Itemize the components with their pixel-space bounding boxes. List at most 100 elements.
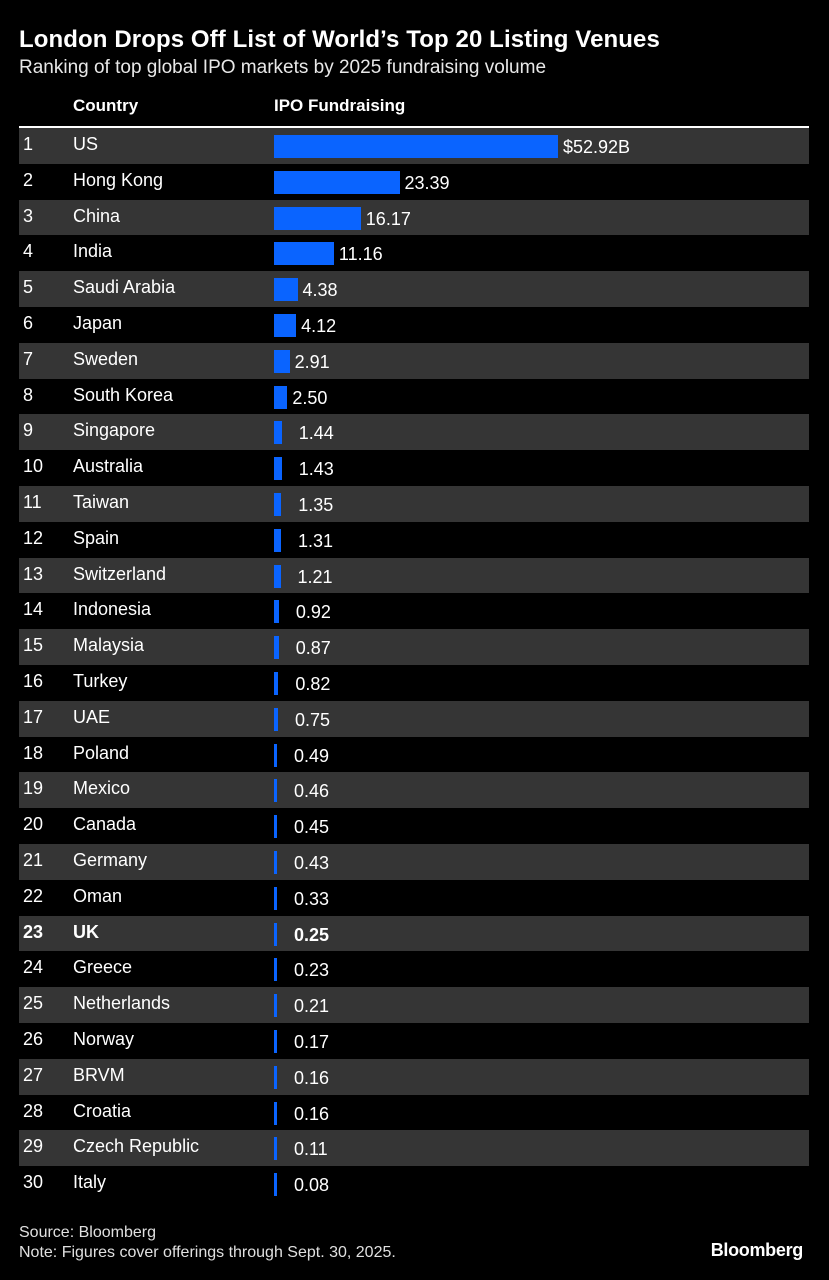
value-label: $52.92B — [563, 137, 631, 157]
bar — [274, 958, 277, 982]
table-row: 11 Taiwan 1.35 — [19, 485, 809, 522]
table-row: 9 Singapore 1.44 — [19, 414, 809, 451]
country-label: Poland — [73, 742, 130, 763]
bar — [274, 421, 282, 445]
country-label: Germany — [73, 849, 148, 870]
country-label: Czech Republic — [73, 1136, 200, 1157]
source-note: Source: Bloomberg — [19, 1224, 156, 1241]
value-label: 1.21 — [297, 566, 333, 587]
table-row: 23 UK 0.25 — [19, 915, 809, 952]
bar — [274, 206, 361, 230]
country-label: Sweden — [73, 348, 139, 369]
bar — [274, 170, 400, 194]
country-label: UAE — [73, 706, 111, 727]
country-label: India — [73, 241, 113, 262]
country-label: Japan — [73, 312, 123, 333]
rank-label: 27 — [23, 1064, 44, 1085]
table-row: 8 South Korea 2.50 — [19, 379, 809, 415]
table-row: 22 Oman 0.33 — [19, 880, 809, 916]
rank-label: 14 — [23, 599, 44, 620]
bar — [274, 528, 281, 552]
rank-label: 4 — [23, 241, 34, 262]
value-label: 0.16 — [294, 1067, 330, 1088]
rank-label: 29 — [23, 1136, 44, 1157]
value-label: 4.12 — [301, 315, 337, 336]
table-row: 1 US $52.92B — [19, 128, 809, 164]
bar — [274, 492, 282, 516]
value-label: 4.38 — [302, 280, 338, 301]
country-label: Indonesia — [73, 599, 152, 620]
table-row: 28 Croatia 0.16 — [19, 1095, 809, 1131]
rank-label: 1 — [23, 134, 34, 154]
value-label: 1.35 — [298, 494, 334, 515]
value-label: 0.11 — [294, 1139, 328, 1160]
bar — [274, 313, 297, 337]
rank-label: 15 — [23, 635, 44, 656]
value-label: 0.45 — [294, 817, 330, 838]
bar — [274, 278, 298, 302]
rank-label: 9 — [23, 420, 34, 441]
table-row: 14 Indonesia 0.92 — [19, 593, 809, 629]
rank-label: 3 — [23, 205, 34, 226]
country-label: Oman — [73, 885, 123, 906]
country-label: Switzerland — [73, 563, 167, 584]
country-label: Australia — [73, 456, 144, 477]
rank-label: 13 — [23, 563, 44, 584]
rank-label: 5 — [23, 277, 34, 298]
country-label: Italy — [73, 1172, 107, 1193]
rank-label: 22 — [23, 885, 44, 906]
country-label: Saudi Arabia — [73, 277, 176, 298]
value-label: 0.25 — [294, 924, 330, 945]
rank-label: 6 — [23, 312, 34, 333]
value-label: 0.43 — [294, 852, 330, 873]
country-label: Greece — [73, 957, 133, 978]
rank-label: 25 — [23, 993, 44, 1014]
bar — [274, 1101, 277, 1125]
bar — [274, 922, 277, 946]
footnote: Note: Figures cover offerings through Se… — [19, 1244, 396, 1261]
bar — [274, 242, 334, 266]
chart-subtitle: Ranking of top global IPO markets by 202… — [19, 57, 547, 78]
bar — [274, 743, 277, 767]
bar — [274, 1173, 277, 1197]
country-label: Malaysia — [73, 635, 145, 656]
value-label: 23.39 — [404, 172, 450, 193]
value-label: 0.49 — [294, 745, 330, 766]
country-label: BRVM — [73, 1064, 125, 1085]
value-label: 16.17 — [365, 208, 411, 229]
country-label: Spain — [73, 527, 120, 548]
value-label: 11.16 — [338, 244, 383, 265]
table-row: 20 Canada 0.45 — [19, 808, 809, 844]
bar — [274, 1029, 277, 1053]
bar — [274, 457, 282, 481]
value-label: 0.87 — [295, 638, 331, 659]
table-row: 5 Saudi Arabia 4.38 — [19, 271, 809, 307]
rank-label: 30 — [23, 1172, 44, 1193]
table-row: 29 Czech Republic 0.11 — [19, 1130, 809, 1167]
bar — [274, 671, 279, 695]
table-row: 10 Australia 1.43 — [19, 450, 809, 486]
value-label: 0.21 — [294, 996, 330, 1017]
value-label: 0.46 — [294, 781, 330, 802]
table-row: 13 Switzerland 1.21 — [19, 557, 809, 594]
bar — [274, 349, 290, 373]
rank-label: 17 — [23, 706, 44, 727]
value-label: 0.75 — [295, 709, 331, 730]
table-row: 27 BRVM 0.16 — [19, 1058, 809, 1095]
table-row: 7 Sweden 2.91 — [19, 342, 809, 379]
value-label: 2.50 — [292, 387, 328, 408]
table-row: 15 Malaysia 0.87 — [19, 629, 809, 665]
table-row: 19 Mexico 0.46 — [19, 772, 809, 809]
table-row: 25 Netherlands 0.21 — [19, 987, 809, 1023]
rank-label: 23 — [23, 921, 44, 942]
country-label: Netherlands — [73, 993, 171, 1014]
rank-label: 16 — [23, 670, 44, 691]
bar — [274, 600, 279, 624]
rank-label: 28 — [23, 1100, 44, 1121]
value-label: 1.44 — [298, 423, 334, 444]
bar — [274, 385, 288, 409]
rank-label: 12 — [23, 527, 44, 548]
rank-label: 10 — [23, 456, 44, 477]
table-row: 17 UAE 0.75 — [19, 700, 809, 737]
country-label: Mexico — [73, 778, 131, 799]
